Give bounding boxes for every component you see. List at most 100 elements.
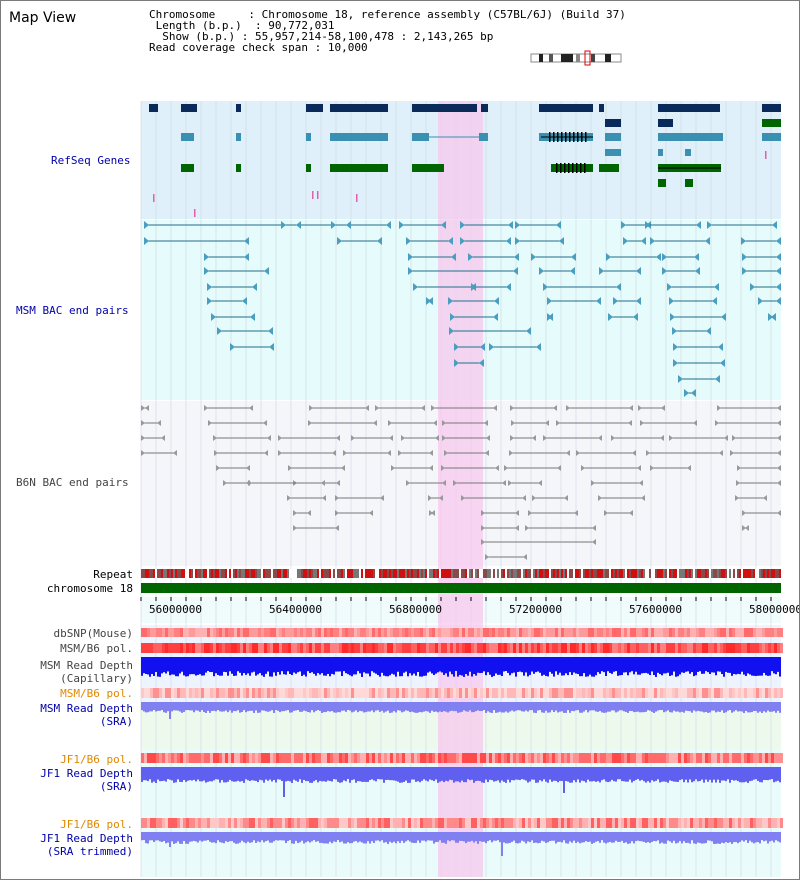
depth-bar [477, 702, 479, 711]
repeat-element [735, 569, 737, 578]
depth-bar [647, 832, 649, 843]
depth-bar [641, 657, 643, 674]
heat-cell [183, 643, 186, 653]
heat-cell [147, 643, 150, 653]
depth-bar [413, 767, 415, 780]
depth-bar [521, 832, 523, 841]
depth-bar [431, 832, 433, 841]
bac-end-marker [249, 405, 253, 411]
depth-bar [351, 702, 353, 713]
depth-bar [419, 657, 421, 677]
depth-bar [603, 702, 605, 713]
depth-bar [327, 832, 329, 844]
heat-cell [477, 688, 480, 698]
heat-cell [540, 643, 543, 653]
depth-bar [737, 832, 739, 844]
heat-cell [663, 628, 666, 637]
heat-cell [687, 688, 690, 698]
depth-bar [303, 767, 305, 780]
depth-bar [211, 657, 213, 673]
depth-bar [343, 657, 345, 672]
depth-bar [345, 832, 347, 844]
heat-cell [732, 643, 735, 653]
depth-bar [527, 702, 529, 712]
heat-cell [735, 818, 738, 828]
depth-bar [493, 702, 495, 711]
repeat-element [471, 569, 473, 578]
heat-cell [699, 753, 702, 763]
depth-bar [267, 702, 269, 712]
depth-bar [443, 767, 445, 783]
heat-cell [474, 628, 477, 637]
depth-bar [697, 702, 699, 711]
heat-cell [303, 688, 306, 698]
repeat-element [569, 569, 571, 578]
depth-bar [405, 832, 407, 842]
depth-bar [737, 767, 739, 782]
depth-bar [611, 832, 613, 843]
depth-bar [143, 767, 145, 781]
depth-bar [535, 832, 537, 843]
track-label-refseq-genes[interactable]: RefSeq Genes [51, 154, 131, 167]
heat-cell [495, 818, 498, 828]
heat-cell [522, 628, 525, 637]
repeat-element [603, 569, 605, 578]
heat-cell [450, 688, 453, 698]
depth-bar [731, 702, 733, 713]
depth-bar [399, 767, 401, 783]
bac-end-marker [144, 221, 149, 229]
heat-cell [405, 818, 408, 828]
heat-cell [276, 688, 279, 698]
heat-cell [681, 643, 684, 653]
depth-bar [737, 657, 739, 674]
depth-bar [495, 767, 497, 782]
track-label-msm-bac[interactable]: MSM BAC end pairs [16, 304, 129, 317]
depth-bar [593, 702, 595, 711]
depth-bar [301, 832, 303, 841]
track-label-b6n-bac[interactable]: B6N BAC end pairs [16, 476, 129, 489]
depth-bar [427, 702, 429, 712]
heat-cell [555, 643, 558, 653]
depth-bar [213, 767, 215, 781]
depth-bar [363, 657, 365, 673]
depth-bar [627, 702, 629, 713]
depth-bar [375, 702, 377, 711]
bac-end-marker [515, 221, 520, 229]
repeat-element [739, 569, 741, 578]
depth-bar [433, 832, 435, 844]
heat-cell [465, 628, 468, 637]
depth-bar [307, 767, 309, 782]
heat-cell [423, 643, 426, 653]
heat-cell [357, 643, 360, 653]
bac-end-marker [613, 297, 618, 305]
heat-cell [336, 688, 339, 698]
depth-bar [223, 657, 225, 672]
depth-bar [621, 832, 623, 841]
heat-cell [411, 753, 414, 763]
heat-cell [684, 818, 687, 828]
depth-bar [595, 832, 597, 842]
heat-cell [702, 643, 705, 653]
depth-bar [487, 767, 489, 783]
heat-cell [360, 818, 363, 828]
depth-bar [685, 767, 687, 780]
heat-cell [636, 818, 639, 828]
depth-bar [397, 832, 399, 842]
bac-end-marker [672, 327, 677, 335]
depth-bar [515, 832, 517, 844]
heat-cell [738, 643, 741, 653]
depth-bar [173, 657, 175, 675]
repeat-element [303, 569, 305, 578]
heat-cell [426, 688, 429, 698]
depth-bar [553, 832, 555, 841]
depth-bar [645, 657, 647, 673]
repeat-element [629, 569, 631, 578]
depth-bar [477, 657, 479, 673]
heat-cell [585, 688, 588, 698]
gene-feature [599, 164, 619, 172]
heat-cell [663, 753, 666, 763]
depth-bar [193, 657, 195, 675]
depth-bar [713, 702, 715, 711]
heat-cell [423, 628, 426, 637]
